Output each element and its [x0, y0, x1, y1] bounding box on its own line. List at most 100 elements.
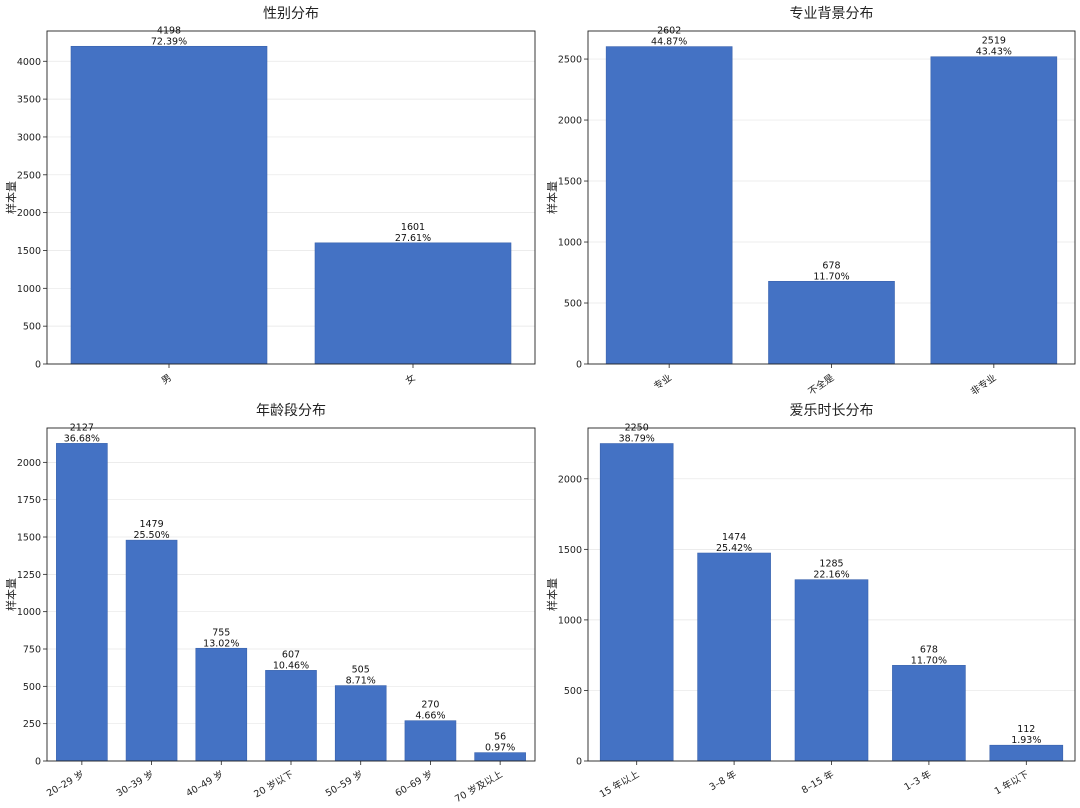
bar-percent-label: 22.16% — [813, 570, 849, 581]
bar-4 — [265, 670, 317, 762]
y-tick-label: 1500 — [17, 533, 41, 544]
bar-value-label: 1601 — [401, 222, 425, 233]
y-tick-label: 2000 — [17, 208, 41, 219]
y-tick-label: 3500 — [17, 95, 41, 106]
x-tick-label: 30–39 岁 — [114, 768, 156, 799]
y-tick-label: 2000 — [558, 474, 582, 485]
bar-percent-label: 44.87% — [651, 37, 687, 48]
bar-6 — [404, 720, 457, 762]
plot-frame — [587, 427, 1076, 762]
bar-percent-label: 0.97% — [485, 743, 515, 754]
y-tick-label: 2000 — [558, 116, 582, 127]
x-tick-label: 20 岁以下 — [252, 768, 296, 800]
x-tick-label: 15 年以上 — [597, 768, 641, 800]
bar-percent-label: 43.43% — [976, 47, 1012, 58]
y-tick-label: 500 — [564, 299, 582, 310]
y-tick-label: 1500 — [558, 177, 582, 188]
x-tick-label: 1–3 年 — [902, 768, 934, 793]
y-tick-label: 500 — [23, 322, 41, 333]
x-tick-label: 70 岁及以上 — [453, 768, 505, 805]
bar-percent-label: 13.02% — [203, 638, 239, 649]
bar-percent-label: 38.79% — [619, 434, 655, 445]
y-tick-label: 1000 — [17, 284, 41, 295]
bar-percent-label: 25.42% — [716, 543, 752, 554]
bar-value-label: 607 — [282, 649, 300, 660]
y-tick-label: 500 — [564, 686, 582, 697]
x-tick-label: 男 — [160, 372, 174, 386]
bar-value-label: 112 — [1017, 724, 1035, 735]
x-tick-label: 50–59 岁 — [323, 768, 365, 799]
y-axis-label: 样本量 — [4, 181, 18, 214]
bar-percent-label: 27.61% — [395, 233, 431, 244]
plot-frame — [46, 30, 536, 365]
bar-7 — [474, 752, 526, 762]
bar-2 — [314, 242, 512, 365]
bar-3 — [794, 579, 869, 762]
y-tick-label: 750 — [23, 645, 41, 656]
bar-value-label: 505 — [352, 665, 370, 676]
y-tick-label: 1000 — [17, 607, 41, 618]
x-tick-label: 女 — [403, 372, 418, 387]
bar-1 — [56, 443, 108, 762]
plot-frame — [46, 427, 536, 762]
y-tick-label: 2500 — [17, 170, 41, 181]
bar-percent-label: 11.70% — [813, 271, 849, 282]
bar-value-label: 1285 — [819, 559, 843, 570]
y-tick-label: 1500 — [558, 545, 582, 556]
bar-percent-label: 25.50% — [133, 530, 169, 541]
bar-2 — [768, 280, 895, 365]
chart-panel-1: 419872.39%男160127.61%女050010001500200025… — [4, 6, 536, 387]
plot-frame — [587, 30, 1076, 365]
y-axis-label: 样本量 — [4, 578, 18, 611]
y-axis-label: 样本量 — [545, 181, 559, 214]
y-tick-label: 4000 — [17, 57, 41, 68]
x-tick-label: 60–69 岁 — [393, 768, 435, 799]
x-tick-label: 3–8 年 — [707, 768, 739, 793]
y-tick-label: 500 — [23, 682, 41, 693]
bar-percent-label: 72.39% — [151, 36, 187, 47]
bar-3 — [930, 56, 1058, 365]
bar-percent-label: 10.46% — [273, 660, 309, 671]
bar-1 — [70, 45, 268, 365]
bar-value-label: 678 — [822, 260, 840, 271]
chart-panel-2: 260244.87%专业67811.70%不全是251943.43%非专业050… — [545, 6, 1076, 398]
y-tick-label: 250 — [23, 719, 41, 730]
bar-5 — [334, 685, 387, 762]
y-tick-label: 3000 — [17, 132, 41, 143]
bar-value-label: 1474 — [722, 532, 746, 543]
bar-1 — [605, 46, 733, 365]
chart-title: 性别分布 — [263, 6, 319, 22]
bar-value-label: 270 — [421, 700, 439, 711]
chart-title: 爱乐时长分布 — [790, 403, 874, 419]
x-tick-label: 专业 — [651, 372, 673, 393]
y-tick-label: 2500 — [558, 55, 582, 66]
x-tick-label: 不全是 — [806, 371, 837, 397]
bar-percent-label: 36.68% — [64, 433, 100, 444]
y-tick-label: 0 — [576, 360, 582, 371]
bar-3 — [195, 647, 248, 762]
bar-2 — [697, 552, 771, 762]
bar-value-label: 1479 — [139, 519, 163, 530]
y-tick-label: 1500 — [17, 246, 41, 257]
y-tick-label: 0 — [576, 757, 582, 768]
x-tick-label: 8–15 年 — [799, 768, 836, 796]
y-tick-label: 1000 — [558, 238, 582, 249]
chart-title: 专业背景分布 — [790, 6, 874, 22]
y-tick-label: 1750 — [17, 495, 41, 506]
bar-4 — [892, 665, 966, 762]
x-tick-label: 20–29 岁 — [44, 768, 86, 799]
bar-percent-label: 4.66% — [415, 711, 445, 722]
bar-percent-label: 8.71% — [346, 676, 376, 687]
bar-1 — [599, 443, 674, 762]
bar-value-label: 56 — [494, 732, 506, 743]
x-tick-label: 1 年以下 — [992, 768, 1031, 797]
bar-value-label: 678 — [920, 644, 938, 655]
bar-5 — [989, 744, 1064, 762]
chart-title: 年龄段分布 — [256, 403, 326, 419]
bar-value-label: 755 — [212, 627, 230, 638]
y-tick-label: 2000 — [17, 458, 41, 469]
y-tick-label: 0 — [35, 757, 41, 768]
bar-value-label: 2519 — [982, 36, 1006, 47]
